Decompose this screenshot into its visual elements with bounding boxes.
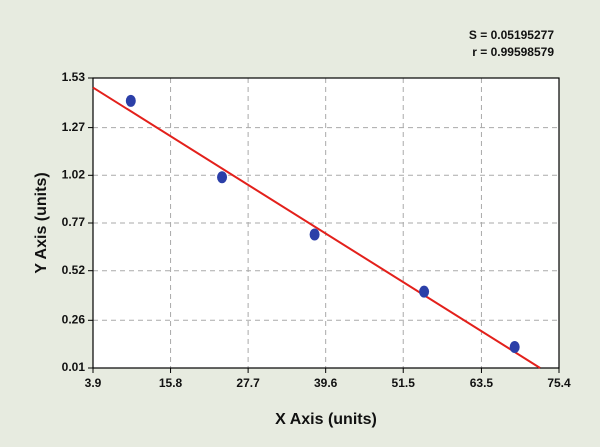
data-point — [217, 171, 228, 184]
data-point — [125, 94, 136, 107]
y-tick-label: 0.01 — [62, 360, 86, 374]
y-tick-label: 1.02 — [62, 167, 86, 181]
plot-frame — [92, 77, 560, 369]
annotation: r = 0.99598579 — [472, 45, 554, 59]
x-axis-label: X Axis (units) — [275, 411, 377, 428]
y-tick-label: 1.53 — [62, 70, 86, 84]
x-tick-label: 75.4 — [547, 376, 571, 390]
y-tick-label: 0.26 — [62, 312, 86, 326]
y-axis-label: Y Axis (units) — [33, 172, 50, 273]
y-tick-label: 1.27 — [62, 120, 86, 134]
y-tick-label: 0.77 — [62, 215, 86, 229]
x-tick-label: 3.9 — [85, 376, 102, 390]
data-point — [309, 228, 320, 241]
data-point — [419, 285, 430, 298]
x-tick-label: 63.5 — [470, 376, 494, 390]
x-tick-label: 39.6 — [314, 376, 338, 390]
y-tick-label: 0.52 — [62, 263, 86, 277]
fit-line — [92, 86, 541, 369]
x-tick-label: 51.5 — [392, 376, 416, 390]
data-point — [509, 341, 520, 354]
x-tick-label: 15.8 — [159, 376, 183, 390]
x-tick-label: 27.7 — [236, 376, 260, 390]
annotation: S = 0.05195277 — [469, 28, 554, 42]
